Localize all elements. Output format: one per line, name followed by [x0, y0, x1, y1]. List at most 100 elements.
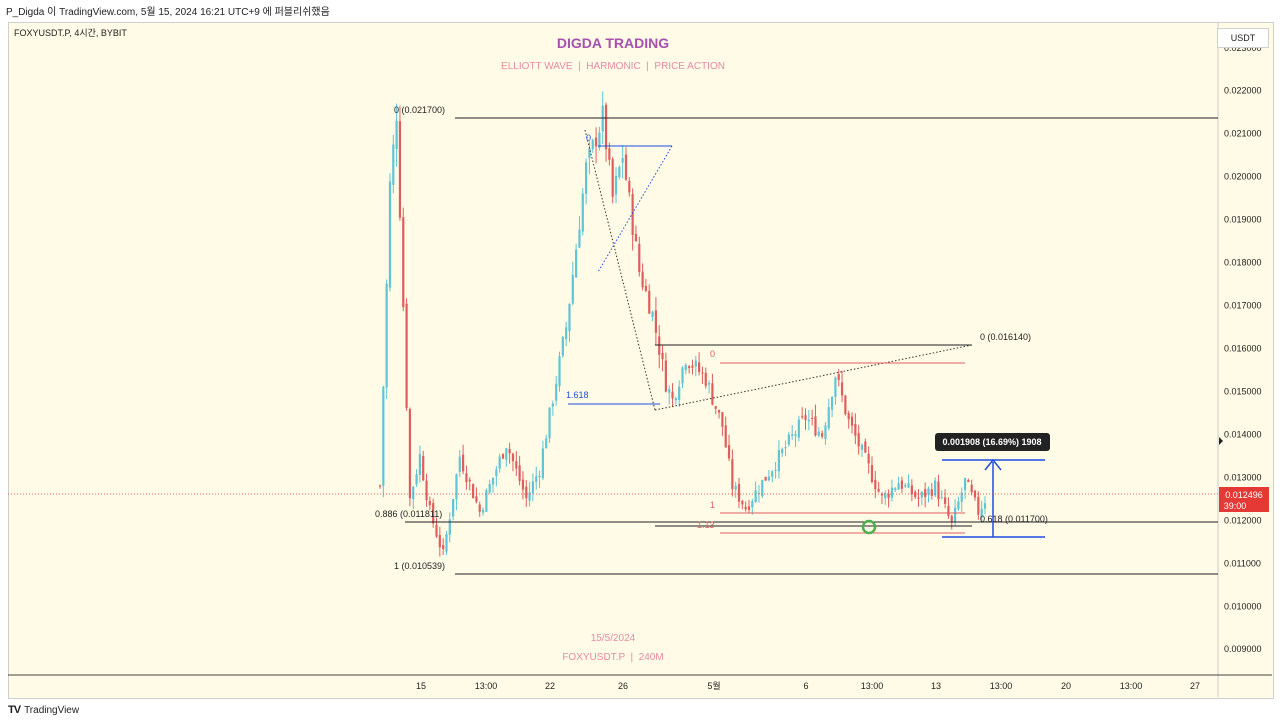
price-axis-ticks: 0.0230000.0220000.0210000.0200000.019000… [1224, 43, 1262, 654]
candle-up [817, 431, 820, 436]
candle-down [900, 480, 903, 489]
time-tick-label: 13:00 [990, 681, 1013, 691]
candle-down [604, 104, 608, 150]
candle-up [980, 508, 983, 518]
chart-frame[interactable] [8, 22, 1274, 699]
time-tick-label: 15 [416, 681, 426, 691]
candle-down [398, 121, 402, 218]
time-axis-ticks: 15 13:00 22 26 5월 6 13:00 13 13:00 20 13:00 27 [416, 680, 1200, 691]
measure-arrow-head [984, 458, 1002, 471]
candle-up [824, 425, 827, 440]
publish-header: P_Digda 이 TradingView.com, 5월 15, 2024 1… [6, 7, 330, 18]
candle-up [491, 477, 495, 485]
tradingview-logo-text: TradingView [24, 704, 80, 716]
candle-down [747, 506, 751, 510]
price-tick-label: 0.011000 [1224, 558, 1261, 568]
candle-up [781, 448, 784, 454]
current-price-value: 0.012496 [1225, 490, 1263, 500]
candle-up [541, 448, 544, 479]
candle-up [920, 491, 923, 498]
candle-up [774, 469, 777, 471]
candle-down [731, 459, 734, 490]
candle-down [837, 374, 840, 380]
candle-down [508, 449, 511, 454]
price-tick-label: 0.018000 [1224, 258, 1262, 268]
candle-down [515, 461, 518, 469]
candle-down [664, 360, 667, 392]
candle-up [678, 386, 681, 400]
candle-up [614, 176, 618, 195]
candle-down [764, 476, 767, 481]
candle-up [777, 450, 781, 472]
candle-up [963, 478, 967, 490]
candle-down [917, 497, 920, 499]
candle-up [395, 120, 398, 150]
candle-up [445, 534, 448, 552]
candle-up [934, 480, 937, 496]
candle-up [751, 501, 754, 508]
candle-down [711, 383, 714, 405]
candle-down [691, 365, 694, 368]
candle-down [641, 271, 644, 288]
fib-label-1: 1 (0.010539) [394, 561, 445, 571]
candle-down [973, 490, 977, 498]
price-tick-label: 0.010000 [1224, 601, 1262, 611]
candle-down [468, 479, 471, 482]
candle-down [428, 501, 431, 506]
fib-label-0-right: 0 (0.016140) [980, 332, 1031, 342]
price-tick-label: 0.016000 [1224, 344, 1262, 354]
symbol-info: FOXYUSDT.P, 4시간, BYBIT [14, 28, 127, 38]
candle-down [634, 233, 638, 242]
candle-down [408, 409, 412, 499]
candle-up [481, 509, 485, 513]
candle-up [598, 132, 601, 148]
candle-up [757, 493, 761, 495]
pattern-label-0-blue: 0 [586, 133, 591, 143]
candle-down [422, 455, 425, 481]
candle-up [495, 469, 498, 477]
candle-up [707, 382, 711, 385]
candle-up [535, 476, 538, 482]
candle-up [827, 407, 830, 429]
candle-up [571, 274, 574, 304]
candle-up [734, 485, 737, 490]
price-tick-label: 0.022000 [1224, 86, 1262, 96]
branding-date: 15/5/2024 [591, 633, 636, 644]
currency-selector[interactable]: USDT [1217, 28, 1269, 48]
candle-down [525, 486, 528, 499]
candle-down [405, 303, 408, 409]
candle-up [545, 438, 548, 449]
candle-down [870, 465, 874, 482]
candle-up [674, 398, 677, 401]
candle-up [578, 229, 581, 248]
candle-up [953, 507, 957, 523]
candle-down [608, 148, 611, 160]
candle-down [661, 353, 664, 360]
candle-up [498, 456, 501, 469]
candle-down [648, 290, 651, 314]
candle-up [754, 490, 757, 502]
candle-down [478, 504, 481, 512]
price-tick-label: 0.014000 [1224, 429, 1262, 439]
candle-down [594, 137, 598, 147]
candle-up [894, 488, 897, 491]
candle-up [960, 492, 963, 502]
candle-down [854, 423, 857, 436]
candle-up [927, 488, 930, 495]
candle-up [548, 407, 551, 439]
candle-down [704, 372, 707, 386]
candle-down [628, 181, 631, 193]
candle-up [794, 434, 797, 437]
time-tick-label: 20 [1061, 681, 1071, 691]
candle-down [518, 465, 521, 481]
candle-down [631, 193, 634, 235]
time-tick-label: 26 [618, 681, 628, 691]
candle-down [425, 480, 428, 501]
candle-up [591, 139, 594, 150]
footer-brand[interactable]: TV TradingView [8, 704, 79, 716]
candle-down [850, 416, 854, 426]
candle-up [681, 367, 684, 384]
candle-up [458, 456, 461, 472]
candle-down [967, 480, 970, 482]
